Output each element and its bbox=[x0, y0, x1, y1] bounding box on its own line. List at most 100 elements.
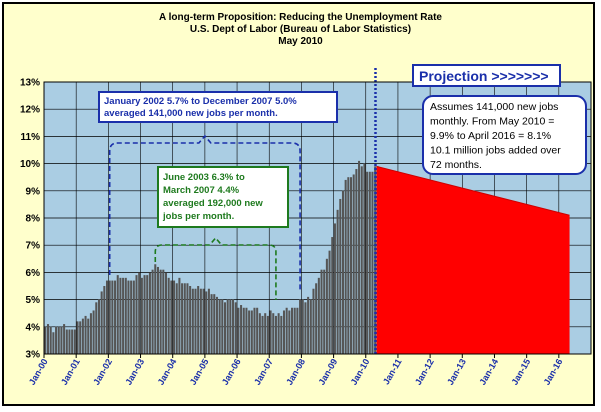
bar bbox=[309, 299, 312, 354]
green-annotation-text: March 2007 4.4% bbox=[163, 185, 240, 196]
x-tick-label: Jan-03 bbox=[123, 357, 146, 387]
bar bbox=[264, 313, 267, 354]
y-tick-label: 9% bbox=[26, 186, 41, 197]
bar bbox=[336, 209, 339, 354]
bar bbox=[213, 294, 216, 354]
bar bbox=[159, 269, 162, 354]
bar bbox=[162, 269, 165, 354]
projection-fill bbox=[376, 166, 570, 354]
x-tick-label: Jan-16 bbox=[542, 357, 565, 387]
bar bbox=[368, 171, 371, 354]
y-tick-label: 4% bbox=[26, 322, 41, 333]
green-annotation-text: jobs per month. bbox=[162, 211, 234, 222]
x-tick-label: Jan-10 bbox=[349, 357, 372, 387]
bar bbox=[250, 310, 253, 354]
blue-dashed-bracket bbox=[108, 134, 301, 292]
x-tick-label: Jan-12 bbox=[413, 357, 436, 387]
bar bbox=[170, 280, 173, 354]
bar bbox=[371, 171, 374, 354]
bar bbox=[301, 299, 304, 354]
bar bbox=[207, 288, 210, 354]
bar bbox=[363, 163, 366, 354]
bar bbox=[191, 288, 194, 354]
bar bbox=[293, 307, 296, 354]
bar bbox=[114, 280, 117, 354]
bar bbox=[95, 302, 98, 354]
bar bbox=[232, 299, 235, 354]
projection-header-label: Projection >>>>>>> bbox=[419, 68, 549, 84]
bar bbox=[151, 269, 154, 354]
y-tick-label: 7% bbox=[26, 241, 41, 252]
bar bbox=[355, 169, 358, 354]
projection-header-box bbox=[412, 64, 561, 87]
bar bbox=[341, 190, 344, 354]
plot-border bbox=[43, 81, 592, 355]
bar bbox=[325, 258, 328, 354]
bar bbox=[138, 272, 141, 354]
bar bbox=[352, 174, 355, 354]
bar bbox=[132, 280, 135, 354]
bar bbox=[44, 326, 47, 354]
bar bbox=[315, 283, 318, 354]
bar bbox=[358, 160, 361, 354]
y-tick-label: 8% bbox=[26, 214, 41, 225]
bar bbox=[181, 283, 184, 354]
bar bbox=[73, 329, 76, 354]
x-tick-label: Jan-14 bbox=[477, 357, 500, 387]
bar bbox=[320, 269, 323, 354]
bar bbox=[71, 329, 74, 354]
bar bbox=[197, 286, 200, 354]
y-tick-label: 11% bbox=[21, 132, 41, 143]
bar bbox=[63, 324, 66, 354]
bar bbox=[47, 324, 50, 354]
y-tick-label: 3% bbox=[26, 350, 41, 361]
bar bbox=[140, 277, 143, 354]
bar bbox=[205, 291, 208, 354]
bar bbox=[229, 299, 232, 354]
bar bbox=[223, 302, 227, 354]
x-tick-label: Jan-06 bbox=[220, 357, 243, 387]
bar bbox=[218, 299, 221, 354]
bar bbox=[331, 237, 334, 354]
x-tick-label: Jan-02 bbox=[91, 357, 114, 387]
bar bbox=[92, 310, 95, 354]
assumption-text: monthly. From May 2010 = bbox=[430, 116, 554, 128]
bar bbox=[280, 315, 283, 354]
bar bbox=[84, 315, 87, 354]
projection-area bbox=[374, 68, 570, 354]
bar bbox=[202, 288, 205, 354]
assumption-callout bbox=[422, 95, 587, 175]
bar bbox=[269, 310, 272, 354]
chart-subtitle-date: May 2010 bbox=[278, 36, 323, 47]
y-tick-label: 13% bbox=[20, 78, 40, 89]
bar bbox=[148, 272, 151, 354]
bar bbox=[156, 266, 159, 354]
bar bbox=[89, 313, 92, 354]
bar bbox=[256, 307, 259, 354]
chart-subtitle-source: U.S. Dept of Labor (Bureau of Labor Stat… bbox=[189, 24, 412, 35]
bar bbox=[299, 299, 302, 354]
bar bbox=[317, 277, 320, 354]
bar bbox=[81, 318, 84, 354]
bar bbox=[226, 299, 229, 354]
bar bbox=[186, 283, 189, 354]
x-tick-label: Jan-13 bbox=[445, 357, 468, 387]
x-tick-label: Jan-15 bbox=[509, 357, 532, 387]
bar bbox=[323, 269, 326, 354]
bar bbox=[130, 280, 133, 354]
bar bbox=[183, 283, 186, 354]
bar bbox=[119, 277, 122, 354]
annotations: Projection >>>>>>> Assumes 141,000 new jo… bbox=[98, 64, 587, 300]
bar bbox=[215, 296, 218, 354]
x-tick-label: Jan-05 bbox=[188, 357, 211, 387]
bar bbox=[339, 198, 342, 354]
y-tick-label: 10% bbox=[20, 159, 40, 170]
x-tick-label: Jan-01 bbox=[59, 357, 82, 387]
y-tick-label: 6% bbox=[26, 268, 41, 279]
bar bbox=[108, 280, 111, 354]
bar bbox=[221, 299, 224, 354]
bar bbox=[291, 307, 294, 354]
bar bbox=[68, 329, 71, 354]
bar bbox=[57, 326, 60, 354]
